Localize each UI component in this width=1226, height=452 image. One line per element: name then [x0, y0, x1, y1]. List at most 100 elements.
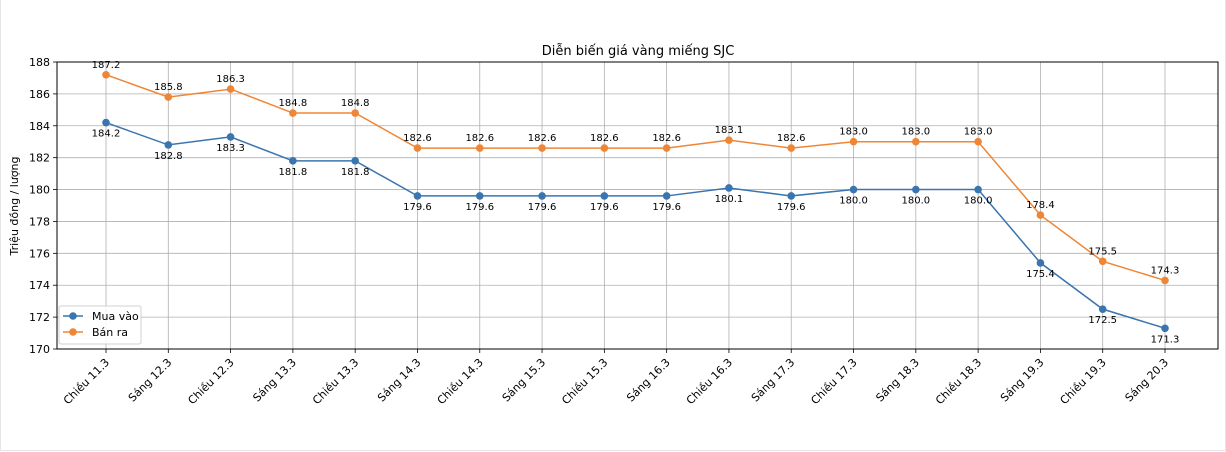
data-label: 175.5: [1088, 246, 1117, 257]
data-label: 182.6: [465, 133, 494, 144]
data-point: [413, 144, 422, 152]
data-label: 187.2: [92, 60, 121, 71]
y-tick-label: 170: [29, 343, 50, 356]
legend-label: Mua vào: [92, 310, 139, 323]
data-point: [787, 144, 796, 152]
data-label: 183.1: [715, 125, 744, 136]
data-point: [1161, 276, 1169, 285]
data-label: 174.3: [1151, 265, 1180, 276]
legend-label: Bán ra: [92, 326, 128, 339]
data-point: [413, 192, 422, 200]
x-tick-label: Chiều 13.3: [310, 356, 361, 407]
x-tick-label: Sáng 18.3: [873, 356, 922, 405]
x-tick-label: Chiều 18.3: [933, 356, 984, 407]
data-label: 175.4: [1026, 269, 1055, 280]
data-label: 185.8: [154, 82, 183, 93]
data-label: 184.8: [341, 98, 370, 109]
data-label: 180.1: [715, 194, 744, 205]
y-axis-label: Triệu đồng / lượng: [8, 157, 21, 257]
data-label: 182.6: [590, 133, 619, 144]
data-label: 180.0: [839, 196, 868, 207]
x-tick-label: Sáng 16.3: [624, 356, 673, 405]
data-label: 183.0: [964, 127, 993, 138]
y-tick-label: 186: [29, 88, 50, 101]
x-tick-label: Chiều 11.3: [61, 356, 112, 407]
data-label: 171.3: [1151, 334, 1180, 345]
data-label: 179.6: [652, 202, 681, 213]
data-label: 179.6: [590, 202, 619, 213]
data-point: [538, 144, 546, 152]
data-label: 183.3: [216, 143, 245, 154]
y-tick-label: 182: [29, 152, 50, 165]
data-point: [974, 185, 982, 194]
data-label: 180.0: [902, 196, 931, 207]
data-point: [787, 192, 796, 200]
data-point: [351, 109, 359, 117]
data-label: 182.6: [777, 133, 806, 144]
data-point: [164, 141, 173, 149]
data-point: [662, 144, 671, 152]
data-point: [351, 157, 359, 165]
chart-title: Diễn biến giá vàng miếng SJC: [542, 44, 735, 59]
data-point: [102, 70, 110, 79]
x-tick-label: Sáng 17.3: [749, 356, 798, 405]
data-point: [1098, 257, 1107, 266]
data-label: 183.0: [839, 127, 868, 138]
legend-marker: [69, 312, 77, 320]
data-point: [974, 137, 982, 146]
data-point: [849, 137, 858, 146]
y-tick-label: 174: [29, 279, 50, 292]
x-tick-label: Chiều 17.3: [808, 356, 859, 407]
x-tick-label: Sáng 20.3: [1123, 356, 1172, 405]
y-tick-label: 176: [29, 247, 50, 260]
data-label: 182.8: [154, 151, 183, 162]
data-point: [912, 185, 920, 194]
y-tick-label: 180: [29, 184, 50, 197]
data-point: [849, 185, 858, 194]
data-point: [226, 133, 235, 141]
data-point: [725, 184, 733, 192]
data-label: 183.0: [902, 127, 931, 138]
data-label: 178.4: [1026, 200, 1055, 211]
data-label: 181.8: [279, 167, 308, 178]
x-tick-label: Chiều 16.3: [684, 356, 735, 407]
data-point: [226, 85, 235, 93]
data-point: [289, 109, 297, 117]
data-point: [164, 93, 173, 101]
data-label: 180.0: [964, 196, 993, 207]
data-point: [600, 144, 609, 152]
data-label: 179.6: [777, 202, 806, 213]
x-tick-label: Chiều 14.3: [435, 356, 486, 407]
data-label: 182.6: [403, 133, 432, 144]
x-tick-label: Sáng 15.3: [500, 356, 549, 405]
data-label: 182.6: [652, 133, 681, 144]
data-point: [662, 192, 671, 200]
x-tick-label: Sáng 14.3: [375, 356, 424, 405]
data-point: [912, 137, 920, 146]
data-point: [475, 144, 484, 152]
y-tick-label: 178: [29, 215, 50, 228]
data-label: 186.3: [216, 74, 245, 85]
data-point: [1161, 324, 1169, 333]
data-label: 172.5: [1088, 315, 1117, 326]
data-point: [725, 136, 733, 144]
series-line-1: [105, 74, 1166, 282]
data-label: 179.6: [403, 202, 432, 213]
data-point: [600, 192, 609, 200]
legend-marker: [69, 328, 77, 336]
data-label: 179.6: [465, 202, 494, 213]
x-tick-label: Sáng 12.3: [126, 356, 175, 405]
x-tick-label: Chiều 19.3: [1058, 356, 1109, 407]
x-tick-label: Chiều 12.3: [185, 356, 236, 407]
data-label: 184.8: [279, 98, 308, 109]
x-tick-label: Chiều 15.3: [559, 356, 610, 407]
data-point: [538, 192, 546, 200]
y-tick-label: 172: [29, 311, 50, 324]
data-point: [102, 118, 110, 127]
data-label: 179.6: [528, 202, 557, 213]
data-label: 184.2: [92, 129, 121, 140]
data-point: [1036, 259, 1045, 267]
y-tick-label: 188: [29, 56, 50, 69]
series-line-0: [105, 121, 1166, 329]
